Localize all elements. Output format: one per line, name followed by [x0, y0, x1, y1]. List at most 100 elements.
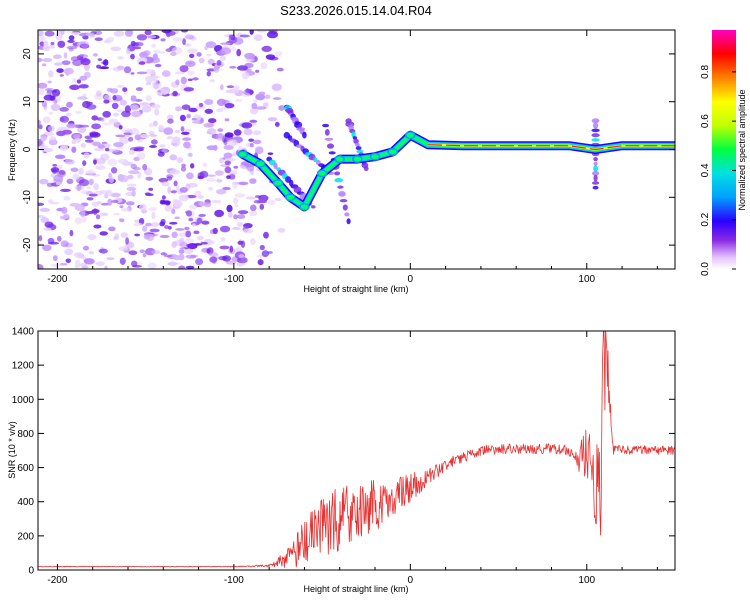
- noise-blob: [161, 195, 166, 200]
- noise-blob: [58, 170, 66, 175]
- noise-blob: [59, 115, 69, 123]
- noise-blob: [266, 30, 279, 39]
- streak-blob: [322, 123, 330, 128]
- noise-blob: [149, 145, 157, 148]
- noise-blob: [167, 118, 174, 124]
- noise-blob: [174, 129, 181, 134]
- noise-blob: [59, 107, 69, 112]
- noise-blob: [144, 30, 152, 36]
- noise-blob: [241, 72, 250, 80]
- noise-blob: [158, 124, 165, 132]
- noise-blob: [205, 41, 217, 49]
- noise-blob: [213, 66, 220, 73]
- noise-blob: [39, 207, 50, 212]
- noise-blob: [135, 87, 143, 92]
- noise-blob: [250, 204, 257, 212]
- noise-blob: [143, 233, 150, 240]
- noise-blob: [43, 147, 54, 153]
- noise-blob: [179, 114, 186, 122]
- noise-blob: [224, 118, 230, 122]
- noise-blob: [206, 248, 211, 254]
- noise-blob: [187, 182, 198, 188]
- noise-blob: [125, 237, 129, 245]
- noise-blob: [127, 174, 134, 180]
- noise-blob: [189, 53, 195, 59]
- noise-blob: [55, 181, 61, 186]
- noise-blob: [42, 116, 51, 124]
- noise-blob: [142, 163, 148, 171]
- noise-blob: [227, 211, 233, 218]
- noise-blob: [196, 52, 202, 57]
- noise-blob: [198, 213, 206, 217]
- ridge-knot: [387, 147, 398, 156]
- noise-blob: [181, 104, 191, 110]
- noise-blob: [56, 130, 66, 137]
- streak-blob: [354, 142, 360, 147]
- noise-blob: [164, 225, 169, 229]
- noise-blob: [170, 51, 177, 57]
- noise-blob: [42, 58, 53, 62]
- noise-blob: [245, 196, 257, 200]
- noise-blob: [108, 226, 116, 232]
- noise-blob: [65, 112, 72, 117]
- noise-blob: [193, 243, 203, 246]
- noise-blob: [70, 56, 80, 62]
- noise-blob: [241, 92, 251, 97]
- noise-blob: [174, 216, 181, 220]
- noise-blob: [175, 228, 185, 231]
- noise-blob: [70, 167, 79, 172]
- noise-blob: [154, 108, 159, 116]
- noise-blob: [139, 249, 146, 253]
- noise-blob: [250, 238, 256, 245]
- noise-blob: [187, 48, 198, 54]
- streak-blob: [592, 181, 600, 185]
- noise-blob: [218, 158, 224, 164]
- streak-blob: [593, 165, 598, 173]
- noise-blob: [148, 123, 154, 128]
- snr-ytick-label: 800: [17, 429, 34, 440]
- noise-blob: [107, 198, 113, 206]
- noise-blob: [105, 147, 110, 152]
- noise-blob: [191, 118, 197, 121]
- noise-blob: [52, 93, 58, 97]
- noise-blob: [215, 133, 226, 141]
- noise-blob: [263, 231, 269, 239]
- noise-blob: [180, 30, 189, 33]
- snr-ytick-label: 400: [17, 497, 34, 508]
- noise-blob: [38, 34, 46, 43]
- streak-blob: [313, 157, 318, 163]
- noise-blob: [152, 53, 158, 61]
- streak-blob: [591, 128, 600, 133]
- noise-blob: [180, 76, 187, 85]
- noise-blob: [220, 237, 226, 242]
- noise-blob: [134, 134, 142, 141]
- noise-blob: [110, 167, 118, 174]
- noise-blob: [113, 142, 124, 148]
- colorbar-tick-label: 0.0: [700, 262, 711, 276]
- noise-blob: [145, 176, 154, 181]
- noise-blob: [267, 199, 276, 205]
- noise-blob: [89, 32, 95, 38]
- noise-blob: [124, 30, 133, 37]
- noise-blob: [170, 190, 177, 194]
- noise-blob: [66, 178, 74, 184]
- noise-blob: [101, 122, 112, 126]
- noise-blob: [208, 252, 219, 257]
- snr-ytick-label: 1400: [12, 327, 35, 338]
- streak-blob: [302, 131, 307, 139]
- noise-blob: [95, 158, 106, 165]
- ridge-knot: [405, 131, 416, 140]
- noise-blob: [260, 62, 268, 70]
- noise-blob: [180, 126, 185, 132]
- noise-blob: [226, 204, 233, 213]
- noise-blob: [104, 265, 108, 269]
- noise-blob: [226, 175, 231, 180]
- snr-ytick-label: 600: [17, 463, 34, 474]
- noise-blob: [112, 236, 119, 241]
- noise-blob: [220, 42, 231, 45]
- noise-blob: [219, 55, 226, 61]
- snr-ytick-label: 1000: [12, 395, 35, 406]
- noise-blob: [195, 258, 204, 266]
- streak-blob: [346, 218, 351, 225]
- noise-blob: [198, 57, 205, 64]
